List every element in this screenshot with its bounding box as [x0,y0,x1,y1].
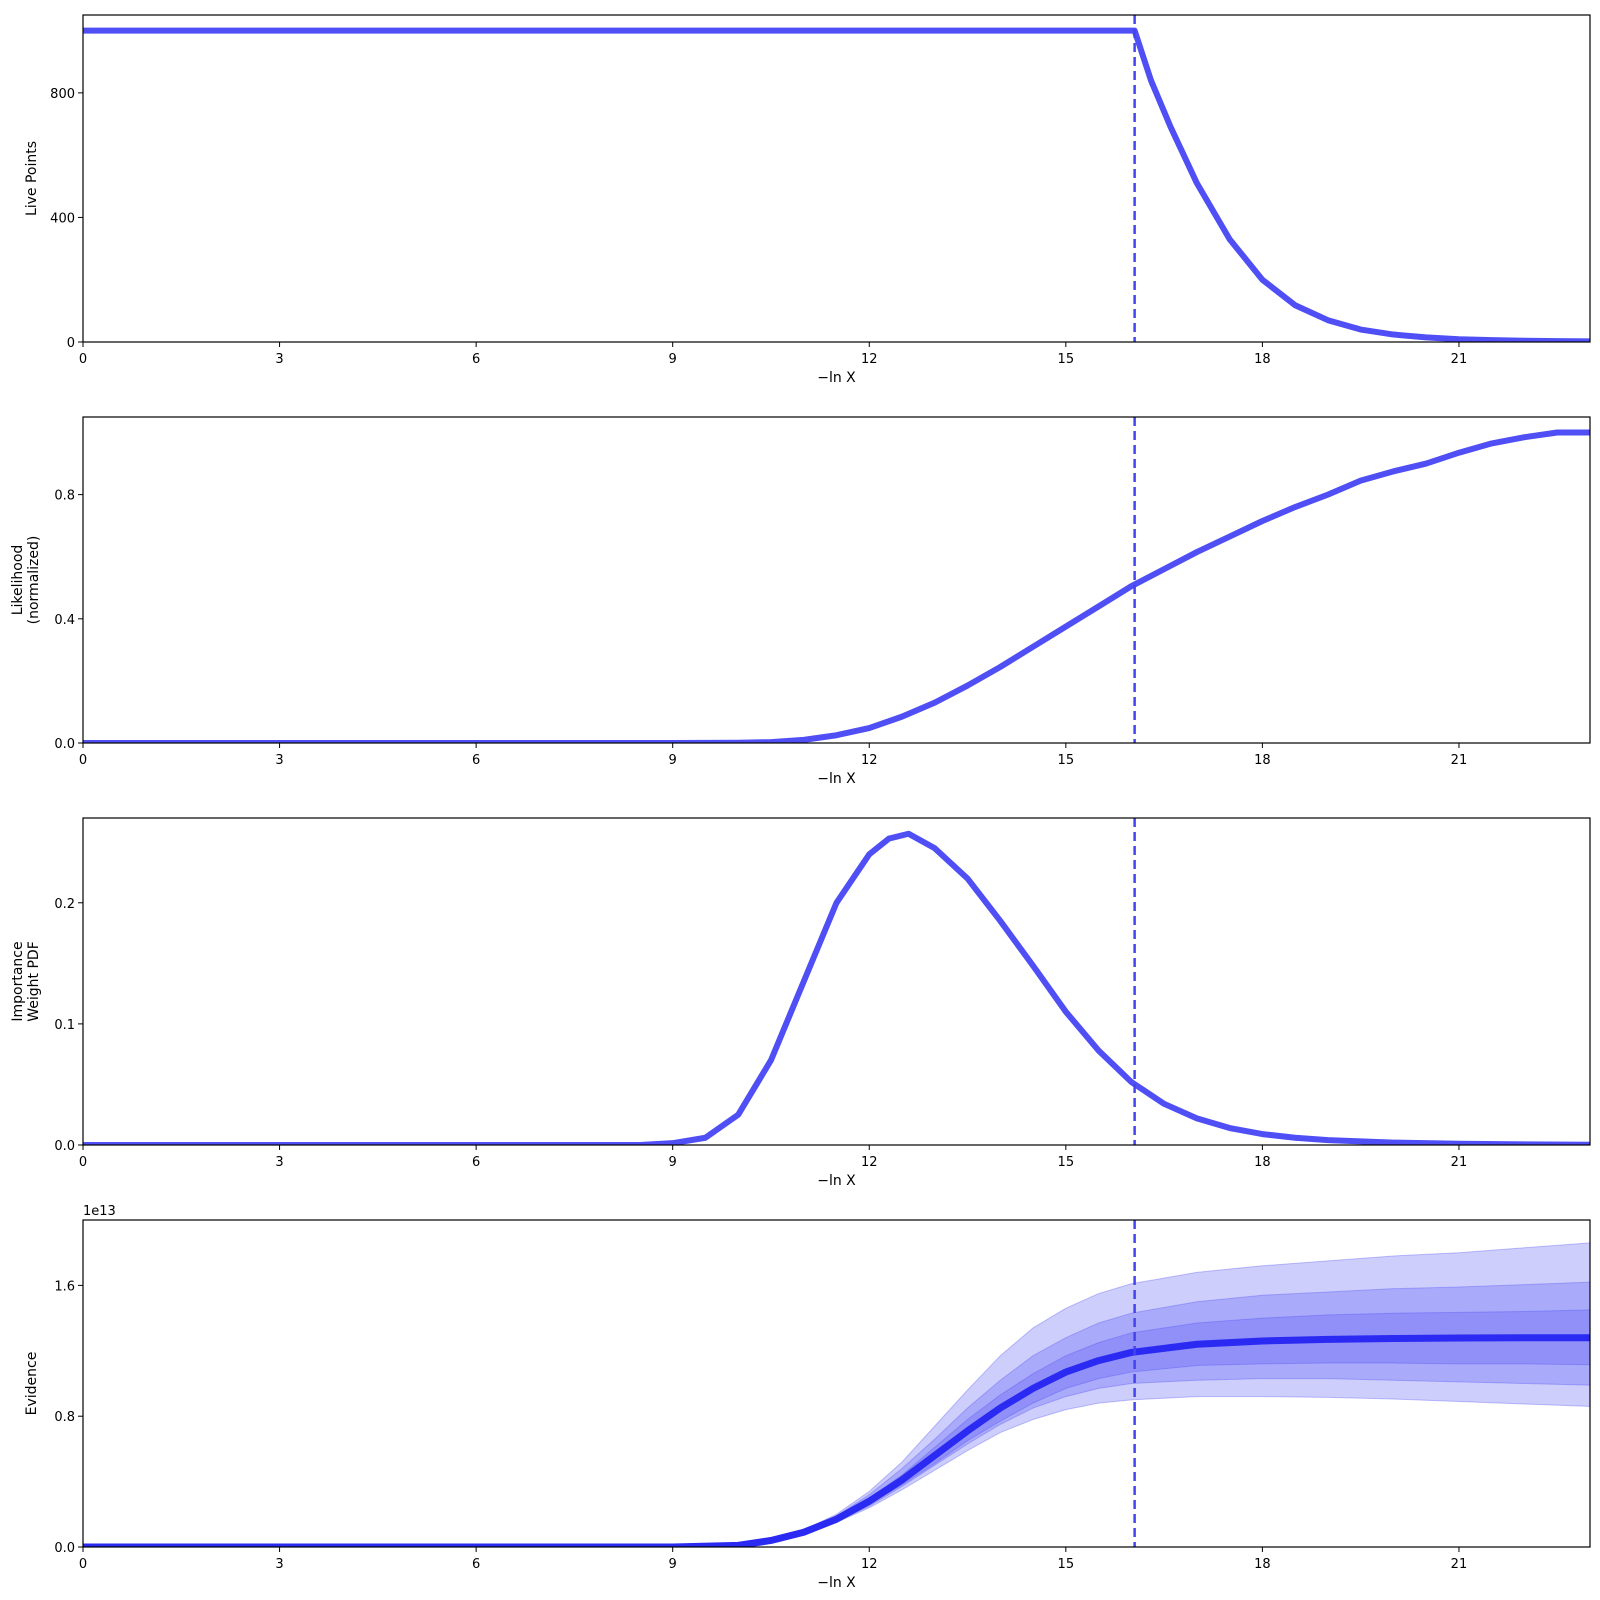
x-tick-label: 15 [1058,1155,1075,1170]
x-tick-label: 21 [1451,753,1468,768]
x-tick-label: 9 [669,1155,677,1170]
axes-frame [82,1219,1591,1548]
x-tick-label: 12 [861,753,878,768]
x-tick-label: 15 [1058,352,1075,367]
x-tick-label: 0 [79,1557,87,1572]
evidence-band-3sigma [83,1242,1590,1547]
evidence-band-1sigma [83,1309,1590,1547]
x-tick-label: 12 [861,1155,878,1170]
y-tick-label: 0.0 [54,1139,75,1154]
plot-area [83,1220,1590,1547]
x-tick-label: 18 [1254,753,1271,768]
x-tick-label: 6 [472,352,480,367]
y-tick-label: 0.0 [54,1541,75,1556]
x-tick-label: 15 [1058,753,1075,768]
x-axis-label: −ln X [817,370,856,386]
y-axis-label: Weight PDF [26,941,42,1022]
y-tick-label: 0.2 [54,897,75,912]
series-line [83,429,1590,743]
series-line [83,830,1590,1145]
x-tick-label: 12 [861,352,878,367]
plot-area [83,417,1590,743]
series-line [83,27,1590,342]
evidence-band-2sigma [83,1281,1590,1547]
y-axis-label: Live Points [24,141,40,216]
y-tick-label: 800 [50,87,75,102]
x-tick-label: 18 [1254,1155,1271,1170]
y-offset-label: 1e13 [83,1204,116,1219]
x-tick-label: 21 [1451,352,1468,367]
y-axis-label: Importance [10,941,26,1021]
y-axis-label: (normalized) [26,536,42,625]
y-tick-label: 0.8 [54,489,75,504]
x-tick-label: 6 [472,753,480,768]
y-tick-label: 0.8 [54,1410,75,1425]
x-tick-label: 0 [79,1155,87,1170]
x-tick-label: 21 [1451,1155,1468,1170]
panel-1: 0 3 6 9 12 15 18 21 0 400 800 −ln X Live Points [24,14,1591,386]
axes-frame [82,416,1591,744]
x-tick-label: 3 [275,1155,283,1170]
x-tick-label: 6 [472,1557,480,1572]
y-tick-label: 0.0 [54,737,75,752]
x-tick-label: 9 [669,352,677,367]
y-tick-label: 0.4 [54,613,75,628]
x-tick-label: 21 [1451,1557,1468,1572]
y-tick-label: 1.6 [54,1279,75,1294]
x-tick-label: 6 [472,1155,480,1170]
y-axis-label: Evidence [24,1352,40,1416]
x-axis-label: −ln X [817,771,856,787]
x-axis-label: −ln X [817,1575,856,1591]
axes-frame [82,817,1591,1146]
panel-3: 0 3 6 9 12 15 18 21 0.0 0.1 0.2 −ln X Importance Weig… [10,817,1591,1189]
x-tick-label: 18 [1254,1557,1271,1572]
x-tick-label: 15 [1058,1557,1075,1572]
x-tick-label: 3 [275,1557,283,1572]
y-tick-label: 0.1 [54,1018,75,1033]
y-tick-label: 400 [50,211,75,226]
x-tick-label: 3 [275,352,283,367]
x-tick-label: 9 [669,1557,677,1572]
y-tick-label: 0 [67,336,75,351]
plot-area [83,15,1590,342]
panel-4: 0 3 6 9 12 15 18 21 0.0 0.8 1.6 1e13 −ln X Evidence [24,1204,1591,1591]
x-tick-label: 18 [1254,352,1271,367]
x-tick-label: 12 [861,1557,878,1572]
x-tick-label: 3 [275,753,283,768]
x-tick-label: 0 [79,753,87,768]
x-tick-label: 9 [669,753,677,768]
panel-2: 0 3 6 9 12 15 18 21 0.0 0.4 0.8 −ln X Likelihood (nor… [10,416,1591,787]
y-axis-label: Likelihood [10,545,26,616]
plot-area [83,818,1590,1145]
evidence-median-line [83,1334,1590,1547]
x-tick-label: 0 [79,352,87,367]
x-axis-label: −ln X [817,1173,856,1189]
axes-frame [82,14,1591,343]
